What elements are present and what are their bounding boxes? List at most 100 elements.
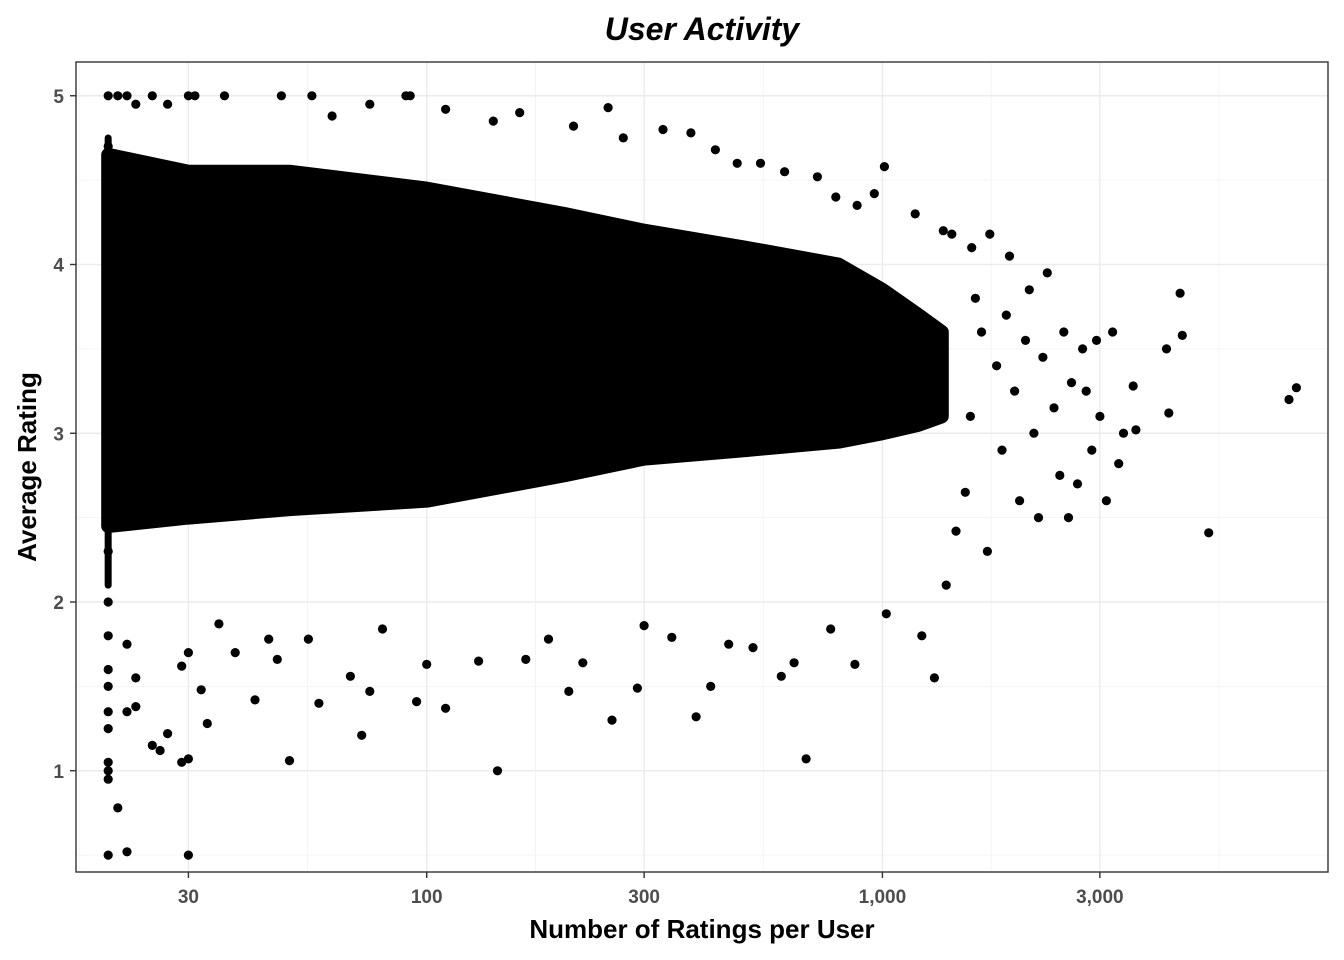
data-point [879, 162, 890, 172]
data-point [488, 116, 498, 126]
dense-point-band [101, 134, 949, 589]
data-point [910, 209, 920, 219]
data-point [780, 167, 790, 177]
data-point [214, 619, 224, 629]
data-point [183, 91, 193, 101]
data-point [122, 707, 132, 717]
data-point [276, 91, 286, 101]
data-point [1161, 344, 1172, 354]
data-point [103, 724, 113, 734]
data-point [938, 226, 948, 236]
data-point [1055, 470, 1065, 480]
data-point [1059, 327, 1069, 337]
data-point [183, 850, 193, 860]
data-point [103, 91, 113, 101]
data-point [412, 697, 422, 707]
data-point [1284, 394, 1294, 405]
data-point [113, 803, 123, 813]
data-point [1087, 445, 1097, 455]
data-point [147, 740, 157, 751]
axis-layer: 30 100 300 1,000 3,000 1 2 3 4 5 [53, 87, 1123, 908]
data-point [748, 643, 758, 653]
data-point [250, 695, 260, 705]
data-point [202, 718, 212, 729]
data-point [812, 172, 823, 182]
data-point [686, 128, 696, 138]
data-point [1015, 496, 1025, 506]
data-point [1029, 428, 1039, 438]
data-point [992, 361, 1002, 371]
data-point [732, 158, 742, 168]
data-point [365, 686, 375, 697]
data-point [103, 850, 113, 860]
data-point [941, 580, 951, 590]
data-point [976, 327, 987, 337]
data-point [710, 145, 721, 155]
data-point [960, 487, 970, 497]
data-point [357, 730, 367, 740]
data-point [307, 91, 317, 101]
plot-panel-border [75, 61, 1329, 873]
data-point [1072, 479, 1083, 489]
dense-band-area [101, 147, 949, 534]
data-point [724, 639, 734, 649]
data-point [706, 681, 716, 692]
data-point [1038, 352, 1048, 362]
data-point [947, 229, 957, 239]
data-point [755, 158, 766, 168]
data-point [1042, 268, 1052, 278]
data-point [982, 546, 993, 557]
data-point [1164, 408, 1174, 418]
data-point [122, 639, 132, 649]
data-point [632, 683, 643, 693]
x-tick-label: 3,000 [1076, 887, 1124, 908]
data-point [515, 108, 525, 118]
data-point [831, 192, 841, 202]
data-point [1108, 327, 1118, 337]
data-point [607, 715, 617, 725]
data-points [103, 91, 1301, 860]
data-point [985, 229, 995, 239]
data-point [1095, 411, 1105, 421]
data-point [131, 673, 141, 683]
data-point [131, 99, 141, 109]
data-point [1101, 496, 1111, 506]
data-point [1118, 428, 1129, 438]
data-point [103, 546, 113, 557]
data-point [230, 648, 240, 658]
data-point [474, 656, 484, 666]
data-point [997, 445, 1007, 455]
data-point [183, 754, 193, 764]
data-point [564, 686, 574, 697]
y-tick-label: 4 [53, 256, 64, 277]
data-point [163, 99, 173, 109]
data-point [103, 681, 113, 692]
data-point [1291, 383, 1301, 393]
data-point [264, 634, 274, 644]
data-point [1175, 288, 1185, 298]
data-point [103, 774, 113, 784]
data-point [965, 411, 976, 421]
data-point [131, 702, 141, 712]
data-point [441, 104, 451, 114]
data-point [967, 243, 977, 253]
data-point [1020, 335, 1031, 345]
data-point [103, 141, 113, 151]
data-point [196, 685, 206, 695]
data-point [1204, 528, 1214, 538]
y-tick-label: 2 [53, 593, 64, 614]
data-point [422, 659, 432, 670]
data-point [618, 133, 628, 143]
data-point [1049, 403, 1059, 413]
data-point [122, 847, 132, 857]
x-tick-label: 100 [411, 887, 443, 908]
data-point [1010, 386, 1020, 396]
data-point [103, 766, 113, 776]
data-point [970, 293, 981, 303]
data-point [103, 757, 113, 767]
x-tick-label: 300 [628, 887, 660, 908]
data-point [1063, 513, 1074, 523]
data-point [691, 712, 701, 722]
data-point [869, 189, 879, 199]
